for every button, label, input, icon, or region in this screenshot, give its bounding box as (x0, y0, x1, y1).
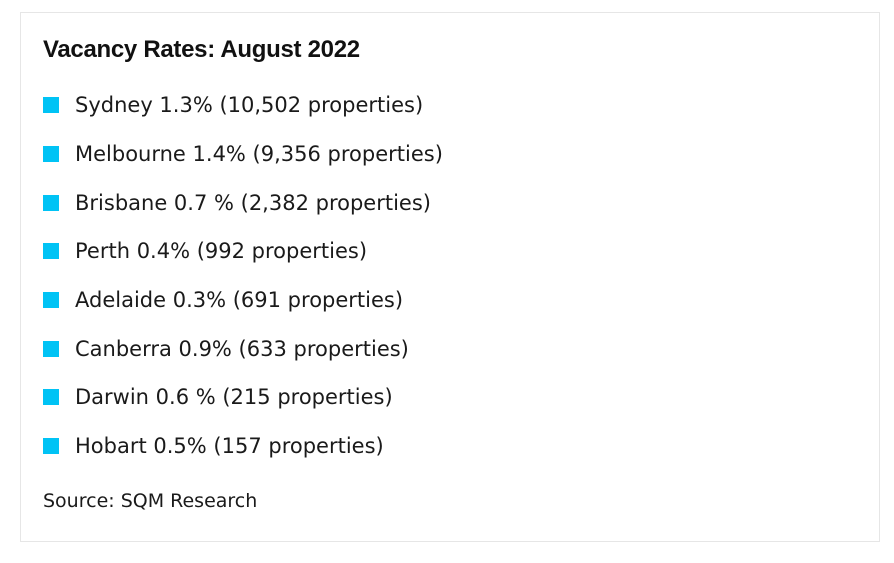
card-title: Vacancy Rates: August 2022 (43, 36, 360, 63)
square-bullet-icon (43, 438, 59, 455)
square-bullet-icon (43, 146, 59, 163)
list-item-text: Canberra 0.9% (633 properties) (75, 336, 409, 361)
list-item-text: Perth 0.4% (992 properties) (75, 239, 368, 264)
list-item-melbourne: Melbourne 1.4% (9,356 properties) (43, 130, 443, 179)
square-bullet-icon (43, 243, 59, 260)
list-item-adelaide: Adelaide 0.3% (691 properties) (43, 276, 443, 325)
list-item-darwin: Darwin 0.6 % (215 properties) (43, 373, 443, 422)
list-item-text: Adelaide 0.3% (691 properties) (75, 288, 404, 313)
source-note: Source: SQM Research (43, 490, 258, 512)
square-bullet-icon (43, 389, 59, 406)
square-bullet-icon (43, 292, 59, 309)
list-item-text: Brisbane 0.7 % (2,382 properties) (75, 190, 431, 215)
list-item-text: Darwin 0.6 % (215 properties) (75, 385, 393, 410)
list-item-canberra: Canberra 0.9% (633 properties) (43, 324, 443, 373)
list-item-perth: Perth 0.4% (992 properties) (43, 227, 443, 276)
square-bullet-icon (43, 97, 59, 114)
list-item-sydney: Sydney 1.3% (10,502 properties) (43, 81, 443, 130)
square-bullet-icon (43, 194, 59, 211)
list-item-text: Melbourne 1.4% (9,356 properties) (75, 142, 443, 167)
vacancy-rates-card: Vacancy Rates: August 2022 Sydney 1.3% (… (20, 12, 880, 542)
list-item-text: Hobart 0.5% (157 properties) (75, 434, 384, 459)
square-bullet-icon (43, 340, 59, 357)
list-item-brisbane: Brisbane 0.7 % (2,382 properties) (43, 178, 443, 227)
list-item-hobart: Hobart 0.5% (157 properties) (43, 422, 443, 471)
list-item-text: Sydney 1.3% (10,502 properties) (75, 93, 424, 118)
vacancy-list: Sydney 1.3% (10,502 properties) Melbourn… (43, 81, 443, 471)
